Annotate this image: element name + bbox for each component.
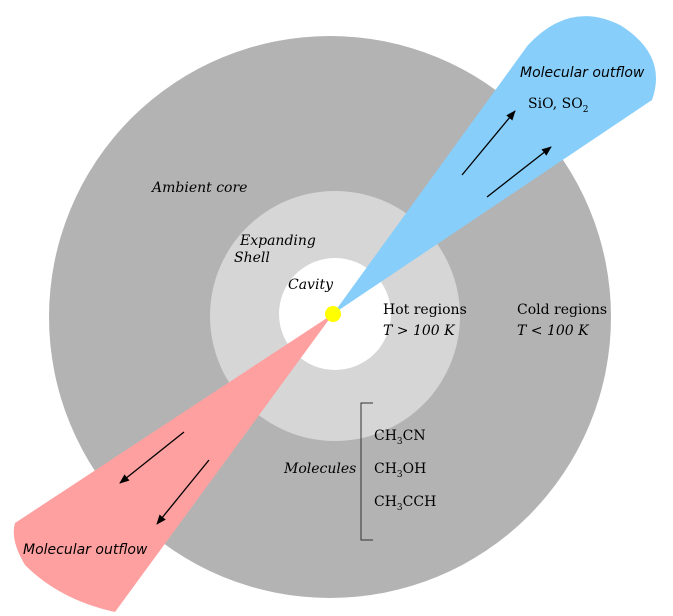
protostar: [325, 306, 341, 322]
red-outflow-arrow-2: [156, 459, 210, 525]
red-outflow-lobe: [13, 314, 333, 612]
cavity-label: Cavity: [288, 277, 334, 293]
hot-regions-temperature: T > 100 K: [383, 323, 456, 339]
blue-outflow-arrow-2: [486, 146, 552, 198]
molecule-ch3oh: CH3OH: [374, 461, 426, 480]
hot-regions-label: Hot regions: [383, 302, 467, 318]
blue-outflow-arrow-1: [461, 110, 516, 176]
molecule-ch3cch: CH3CCH: [374, 494, 436, 513]
molecule-ch3cn: CH3CN: [374, 428, 426, 447]
red-outflow-label: Molecular outflow: [23, 542, 148, 558]
expanding-shell-label-line1: Expanding: [239, 233, 316, 249]
ambient-core-label: Ambient core: [150, 180, 247, 196]
expanding-shell-label-line2: Shell: [234, 250, 270, 266]
cold-regions-temperature: T < 100 K: [517, 323, 590, 339]
blue-outflow-lobe: [333, 16, 656, 314]
blue-outflow-species: SiO, SO2: [528, 96, 588, 115]
blue-outflow-label: Molecular outflow: [520, 65, 645, 81]
cold-regions-label: Cold regions: [517, 302, 607, 318]
red-outflow-arrow-1: [119, 431, 185, 484]
molecules-label: Molecules: [283, 461, 356, 477]
molecules-bracket: [360, 402, 373, 541]
